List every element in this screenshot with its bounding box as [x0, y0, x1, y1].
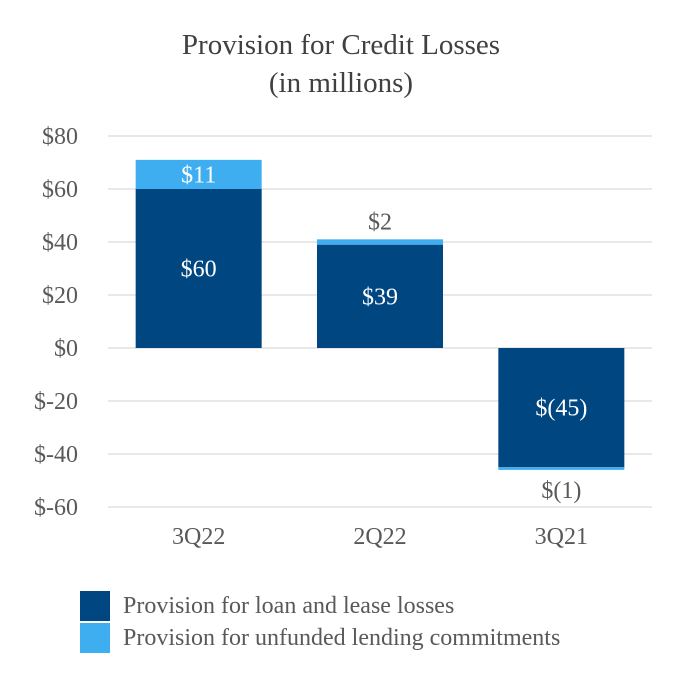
legend-item-loan-lease: Provision for loan and lease losses	[80, 590, 560, 622]
y-tick-label: $60	[42, 177, 78, 203]
x-tick-label: 3Q21	[535, 524, 588, 550]
bar-3Q22-series-0	[135, 189, 262, 348]
bar-3Q21-series-0	[498, 348, 625, 468]
data-label-2Q22-series-0: $39	[362, 284, 398, 310]
bar-3Q21-series-1	[498, 467, 625, 470]
y-tick-label: $-40	[34, 442, 78, 468]
chart-subtitle: (in millions)	[268, 67, 414, 99]
x-tick-label: 3Q22	[172, 524, 225, 550]
chart-title: Provision for Credit Losses	[181, 29, 501, 61]
data-label-3Q22-series-0: $60	[181, 257, 217, 283]
chart-title-block: Provision for Credit Losses (in millions…	[0, 26, 682, 102]
y-tick-label: $-60	[34, 495, 78, 521]
legend-label-loan-lease: Provision for loan and lease losses	[123, 592, 455, 619]
y-tick-label: $80	[42, 124, 78, 150]
data-label-3Q21-series-0: $(45)	[535, 396, 587, 422]
bar-2Q22-series-1	[317, 239, 443, 245]
y-tick-label: $40	[42, 230, 78, 256]
legend: Provision for loan and lease losses Prov…	[80, 590, 560, 654]
y-tick-label: $20	[42, 283, 78, 309]
data-label-3Q22-series-1: $11	[181, 162, 216, 188]
data-label-2Q22-series-1: $2	[368, 209, 392, 235]
bar-3Q22-series-1	[135, 159, 262, 189]
data-label-3Q21-series-1: $(1)	[541, 478, 581, 504]
legend-swatch-loan-lease	[80, 591, 110, 621]
y-tick-label: $-20	[34, 389, 78, 415]
y-tick-label: $0	[54, 336, 78, 362]
legend-item-unfunded: Provision for unfunded lending commitmen…	[80, 622, 560, 654]
legend-label-unfunded: Provision for unfunded lending commitmen…	[123, 624, 561, 651]
x-tick-label: 2Q22	[353, 524, 406, 550]
legend-swatch-unfunded	[80, 623, 110, 653]
bar-2Q22-series-0	[317, 244, 443, 348]
